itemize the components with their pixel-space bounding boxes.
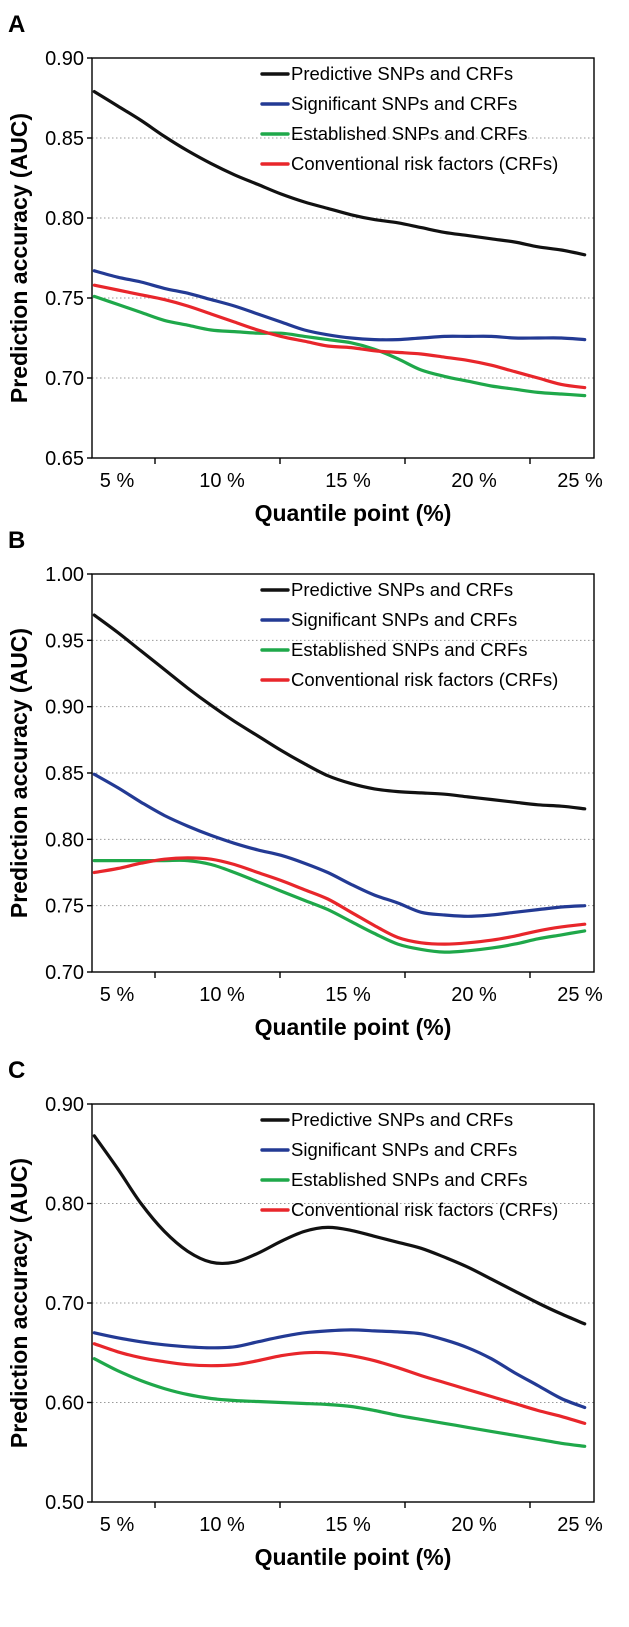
y-tick-label: 0.50 [45,1492,84,1514]
x-tick-label: 25 % [557,1514,603,1536]
legend-label: Significant SNPs and CRFs [291,1139,517,1160]
y-tick-label: 0.85 [45,128,84,150]
y-tick-label: 0.65 [45,448,84,470]
y-tick-label: 0.70 [45,1293,84,1315]
legend-label: Significant SNPs and CRFs [291,93,517,114]
y-tick-label: 0.80 [45,208,84,230]
series-line-2 [92,1328,587,1410]
series-line-3 [92,858,587,954]
y-tick-label: 0.75 [45,896,84,918]
y-tick-label: 0.90 [45,48,84,70]
series-line-3 [92,1357,587,1448]
x-tick-label: 10 % [199,984,245,1006]
legend: Predictive SNPs and CRFs Significant SNPs… [260,1109,558,1220]
chart-panel-b: B 0.70 0.75 0.80 0.85 0.90 0.95 1.00 5 % 10 % 15 %… [6,527,603,1040]
series-line-2 [92,772,587,918]
y-tick-label: 0.70 [45,368,84,390]
legend-label: Conventional risk factors (CRFs) [291,153,558,174]
legend-label: Established SNPs and CRFs [291,639,528,660]
x-axis-title: Quantile point (%) [255,1014,452,1040]
legend-label: Predictive SNPs and CRFs [291,579,513,600]
x-tick-label: 15 % [325,470,371,492]
y-tick-label: 0.60 [45,1393,84,1415]
plot-frame [91,573,595,973]
y-tick-label: 0.70 [45,962,84,984]
x-tick-label: 20 % [451,470,497,492]
panel-letter: B [8,527,25,554]
x-tick-label: 5 % [100,984,135,1006]
x-tick-label: 20 % [451,984,497,1006]
y-tick-label: 0.80 [45,829,84,851]
plot-frame [91,57,595,459]
series-line-4 [92,1342,587,1425]
y-axis-title: Prediction accuracy (AUC) [6,1158,32,1448]
series-line-4 [92,856,587,946]
y-tick-label: 0.75 [45,288,84,310]
x-tick-label: 15 % [325,1514,371,1536]
legend-label: Conventional risk factors (CRFs) [291,1199,558,1220]
legend-label: Predictive SNPs and CRFs [291,63,513,84]
legend: Predictive SNPs and CRFs Significant SNPs… [260,63,558,174]
x-axis-title: Quantile point (%) [255,500,452,526]
x-tick-label: 20 % [451,1514,497,1536]
y-axis-title: Prediction accuracy (AUC) [6,628,32,918]
y-tick-label: 1.00 [45,564,84,586]
legend-label: Predictive SNPs and CRFs [291,1109,513,1130]
legend: Predictive SNPs and CRFs Significant SNPs… [260,579,558,690]
y-tick-label: 0.90 [45,1094,84,1116]
panel-letter: C [8,1057,25,1084]
chart-panel-a: A 0.65 0.70 0.75 0.80 0.85 0.90 5 % 10 % 15 % 20 %… [6,11,603,526]
series-line-3 [92,294,587,398]
panel-letter: A [8,11,25,38]
plot-frame [91,1103,595,1503]
series-line-1 [92,613,587,811]
y-tick-label: 0.85 [45,763,84,785]
x-tick-label: 10 % [199,470,245,492]
legend-label: Established SNPs and CRFs [291,1169,528,1190]
y-tick-label: 0.90 [45,697,84,719]
chart-panel-c: C 0.50 0.60 0.70 0.80 0.90 5 % 10 % 15 % 20 % 25 %… [6,1057,603,1570]
x-tick-label: 5 % [100,470,135,492]
x-tick-label: 15 % [325,984,371,1006]
series-line-2 [92,269,587,342]
legend-label: Established SNPs and CRFs [291,123,528,144]
x-tick-label: 25 % [557,470,603,492]
series-line-4 [92,283,587,390]
y-tick-label: 0.95 [45,630,84,652]
series-line-1 [92,90,587,257]
series-line-1 [92,1134,587,1326]
x-tick-label: 25 % [557,984,603,1006]
x-axis-title: Quantile point (%) [255,1544,452,1570]
legend-label: Significant SNPs and CRFs [291,609,517,630]
x-tick-label: 10 % [199,1514,245,1536]
y-axis-title: Prediction accuracy (AUC) [6,113,32,403]
x-tick-label: 5 % [100,1514,135,1536]
y-tick-label: 0.80 [45,1194,84,1216]
legend-label: Conventional risk factors (CRFs) [291,669,558,690]
